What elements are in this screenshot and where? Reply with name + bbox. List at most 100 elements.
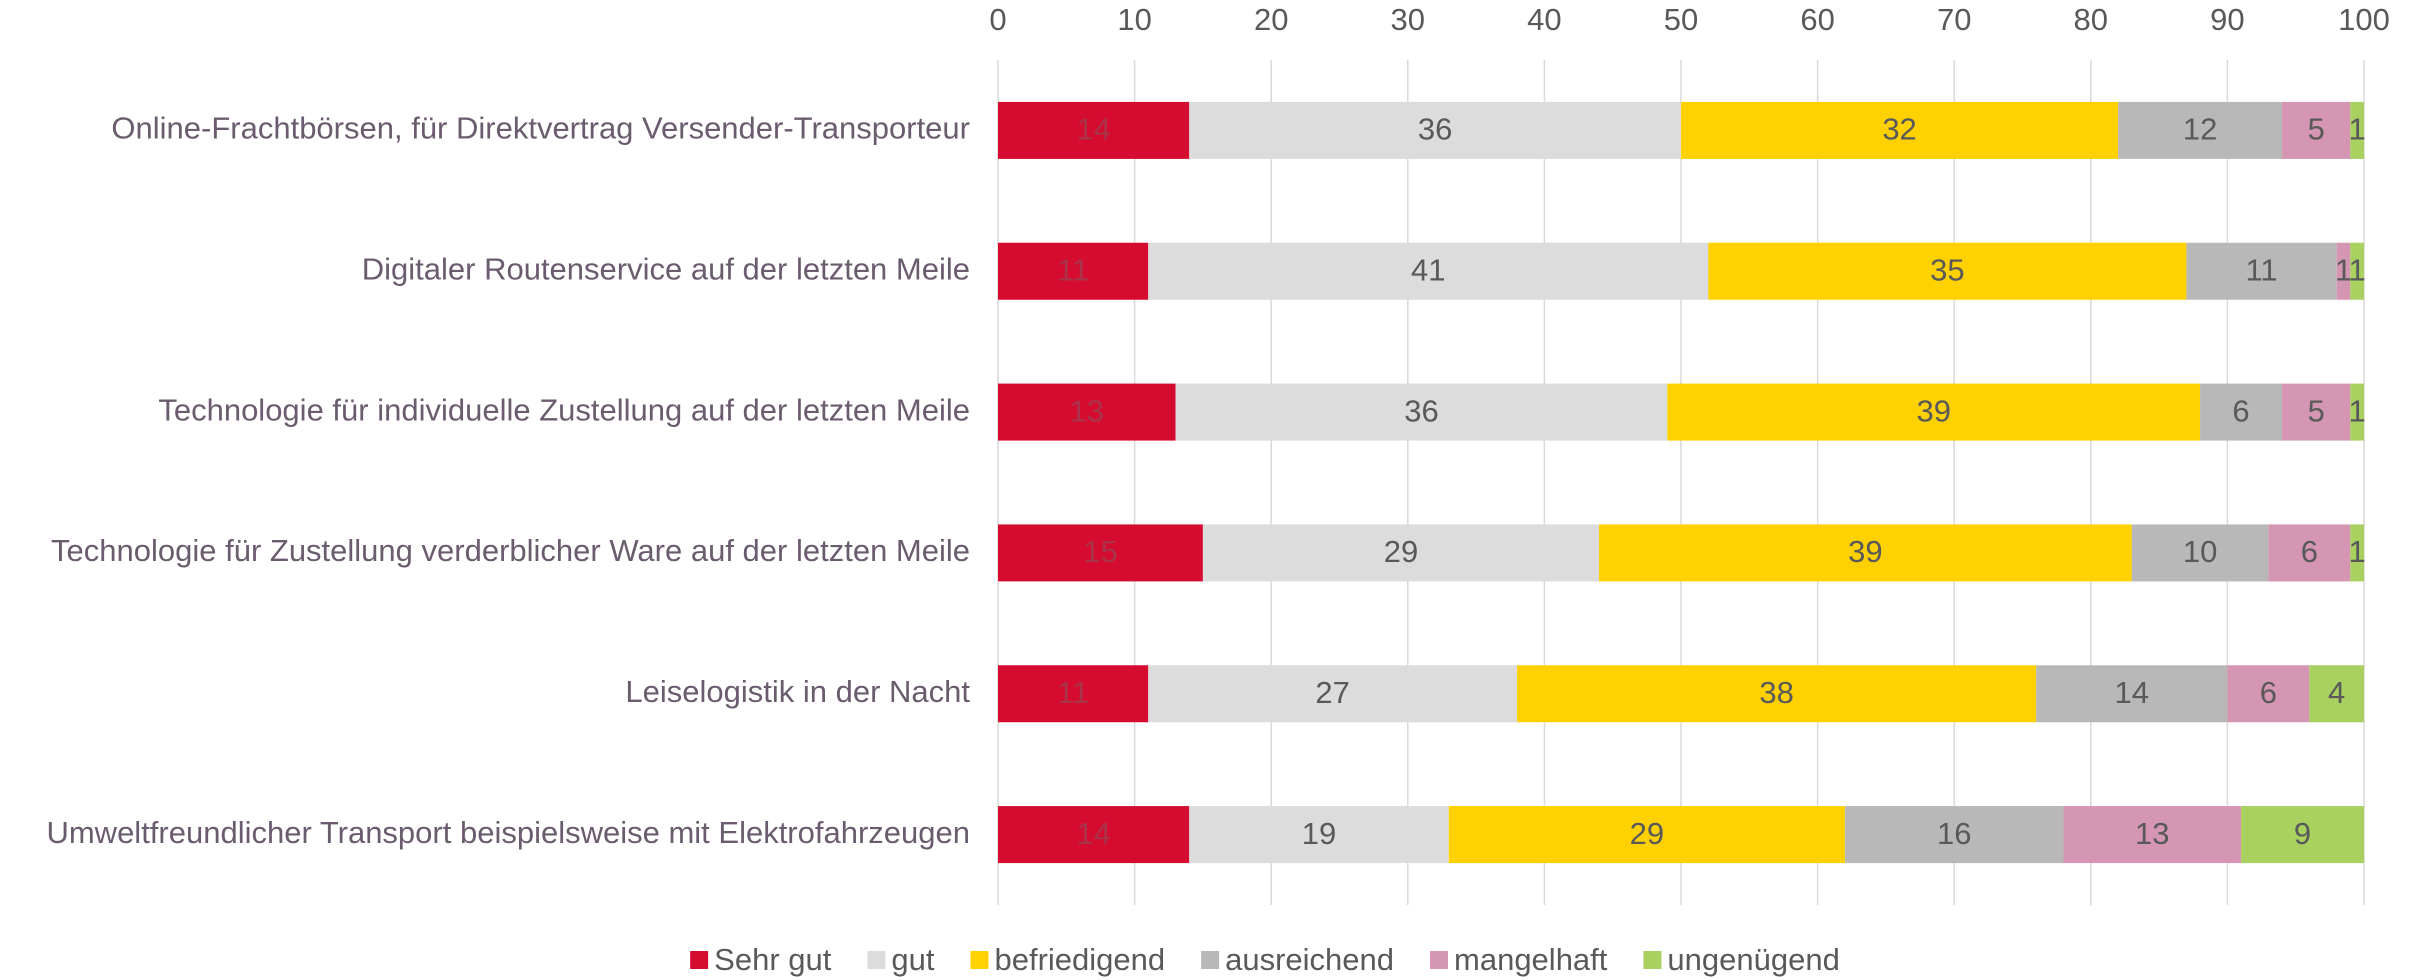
data-label: 10 <box>2183 534 2217 569</box>
bar-segment <box>1148 665 1518 723</box>
bar-segment <box>998 383 1176 441</box>
category-label: Online-Frachtbörsen, für Direktvertrag V… <box>111 111 970 146</box>
legend-swatch <box>1201 951 1220 969</box>
legend-swatch <box>970 951 989 969</box>
data-label: 39 <box>1916 393 1950 428</box>
category-label: Umweltfreundlicher Transport beispielswe… <box>46 815 970 850</box>
legend-swatch <box>1430 951 1449 969</box>
x-tick-label: 90 <box>2210 2 2244 37</box>
bar-segment <box>1599 524 2132 582</box>
bar-segment <box>2131 524 2269 582</box>
data-label: 12 <box>2183 112 2217 147</box>
category-label: Technologie für Zustellung verderblicher… <box>51 533 970 568</box>
bar-segment <box>2200 383 2283 441</box>
data-label: 14 <box>1076 816 1110 851</box>
data-label: 6 <box>2301 534 2318 569</box>
category-label: Technologie für individuelle Zustellung … <box>158 392 970 427</box>
bar-segment <box>998 806 1190 864</box>
data-label: 1 <box>2335 252 2352 287</box>
data-label: 19 <box>1302 816 1336 851</box>
bar-segment <box>2227 665 2310 723</box>
data-label: 6 <box>2260 675 2277 710</box>
legend-swatch <box>690 951 709 969</box>
data-label: 14 <box>1076 112 1110 147</box>
bar-segment <box>2063 806 2242 864</box>
data-label: 4 <box>2328 675 2345 710</box>
x-tick-label: 10 <box>1117 2 1151 37</box>
bar-segment <box>1175 383 1668 441</box>
bar-segment <box>2309 665 2364 723</box>
bar-segment <box>2186 242 2337 300</box>
legend-label: mangelhaft <box>1454 942 1608 977</box>
x-tick-label: 80 <box>2074 2 2108 37</box>
data-label: 29 <box>1630 816 1664 851</box>
data-label: 36 <box>1418 112 1452 147</box>
data-label: 41 <box>1411 252 1445 287</box>
legend-swatch <box>867 951 886 969</box>
legend-label: befriedigend <box>994 942 1165 977</box>
data-label: 29 <box>1384 534 1418 569</box>
data-label: 11 <box>2245 252 2277 287</box>
bar-segment <box>1708 242 2187 300</box>
data-label: 5 <box>2308 112 2325 147</box>
data-label: 15 <box>1083 534 1117 569</box>
legend-label: ausreichend <box>1225 942 1394 977</box>
bar-segment <box>2350 242 2364 300</box>
bar-segment <box>998 242 1149 300</box>
legend-label: gut <box>891 942 934 977</box>
bar-segment <box>2350 101 2364 159</box>
x-tick-label: 0 <box>989 2 1006 37</box>
data-label: 11 <box>1057 252 1089 287</box>
data-label: 13 <box>1070 393 1104 428</box>
bar-segment <box>2036 665 2228 723</box>
bar-segment <box>2118 101 2283 159</box>
x-tick-label: 50 <box>1664 2 1698 37</box>
data-label: 1 <box>2349 393 2366 428</box>
data-label: 9 <box>2294 816 2311 851</box>
data-label: 14 <box>2115 675 2149 710</box>
legend-label: Sehr gut <box>714 942 832 977</box>
bar-segment <box>2350 524 2364 582</box>
bar-segment <box>2350 383 2364 441</box>
data-label: 38 <box>1759 675 1793 710</box>
bar-segment <box>1681 101 2119 159</box>
data-label: 13 <box>2135 816 2169 851</box>
x-tick-label: 30 <box>1391 2 1425 37</box>
data-label: 6 <box>2232 393 2249 428</box>
data-label: 32 <box>1882 112 1916 147</box>
bar-segment <box>1189 806 1449 864</box>
bar-segment <box>2282 101 2351 159</box>
category-label: Leiselogistik in der Nacht <box>625 674 970 709</box>
bar-segment <box>1844 806 2064 864</box>
data-label: 35 <box>1930 252 1964 287</box>
x-tick-label: 100 <box>2338 2 2390 37</box>
data-label: 1 <box>2349 534 2366 569</box>
x-tick-label: 40 <box>1527 2 1561 37</box>
x-tick-label: 60 <box>1800 2 1834 37</box>
data-label: 11 <box>1057 675 1089 710</box>
bar-segment <box>998 524 1203 582</box>
data-label: 5 <box>2308 393 2325 428</box>
data-label: 16 <box>1937 816 1971 851</box>
x-tick-label: 20 <box>1254 2 1288 37</box>
data-label: 1 <box>2349 112 2366 147</box>
data-label: 39 <box>1848 534 1882 569</box>
bar-segment <box>2282 383 2351 441</box>
bar-segment <box>2268 524 2351 582</box>
legend-swatch <box>1643 951 1662 969</box>
bar-segment <box>2336 242 2351 300</box>
bar-segment <box>1667 383 2201 441</box>
bar-segment <box>1189 101 1681 159</box>
bar-segment <box>1148 242 1709 300</box>
bar-segment <box>1448 806 1845 864</box>
data-label: 27 <box>1315 675 1349 710</box>
bar-segment <box>1202 524 1600 582</box>
category-label: Digitaler Routenservice auf der letzten … <box>362 251 970 286</box>
legend-label: ungenügend <box>1667 942 1839 977</box>
bar-segment <box>1517 665 2037 723</box>
bar-segment <box>998 101 1190 159</box>
data-label: 1 <box>2349 252 2366 287</box>
data-label: 36 <box>1404 393 1438 428</box>
x-tick-label: 70 <box>1937 2 1971 37</box>
